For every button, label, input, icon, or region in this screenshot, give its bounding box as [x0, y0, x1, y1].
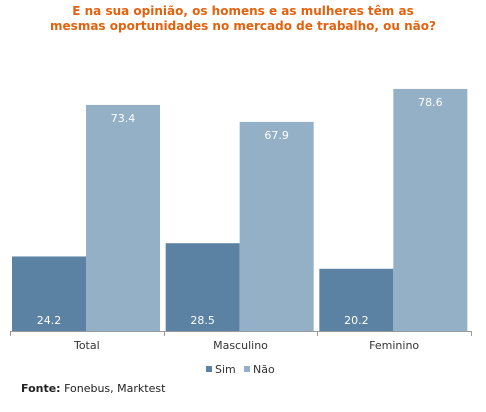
chart-title-line-1: E na sua opinião, os homens e as mulhere… — [72, 4, 414, 18]
bar-nao-feminino — [393, 88, 468, 331]
bar-nao-total — [86, 104, 160, 331]
legend-swatch-nao — [244, 366, 250, 372]
data-label-nao-feminino: 78.6 — [418, 96, 443, 109]
source-label: Fonte: — [21, 382, 61, 395]
data-label-sim-total: 24.2 — [37, 314, 62, 327]
data-label-nao-masculino: 67.9 — [264, 129, 289, 142]
source-text: Fonebus, Marktest — [64, 382, 166, 395]
data-label-nao-total: 73.4 — [111, 112, 136, 125]
category-label-total: Total — [73, 339, 100, 352]
data-label-sim-feminino: 20.2 — [344, 314, 369, 327]
legend-label-sim: Sim — [215, 363, 236, 376]
source-note: Fonte: Fonebus, Marktest — [21, 382, 165, 395]
bar-sim-total — [12, 256, 86, 331]
category-label-masculino: Masculino — [213, 339, 268, 352]
category-label-feminino: Feminino — [369, 339, 419, 352]
bar-sim-feminino — [319, 268, 394, 331]
chart-title: E na sua opinião, os homens e as mulhere… — [0, 4, 486, 34]
data-label-sim-masculino: 28.5 — [190, 314, 215, 327]
chart-title-line-2: mesmas oportunidades no mercado de traba… — [50, 19, 436, 33]
legend-swatch-sim — [206, 366, 212, 372]
bar-sim-masculino — [165, 243, 240, 331]
bar-nao-masculino — [239, 121, 314, 331]
legend-label-nao: Não — [253, 363, 275, 376]
